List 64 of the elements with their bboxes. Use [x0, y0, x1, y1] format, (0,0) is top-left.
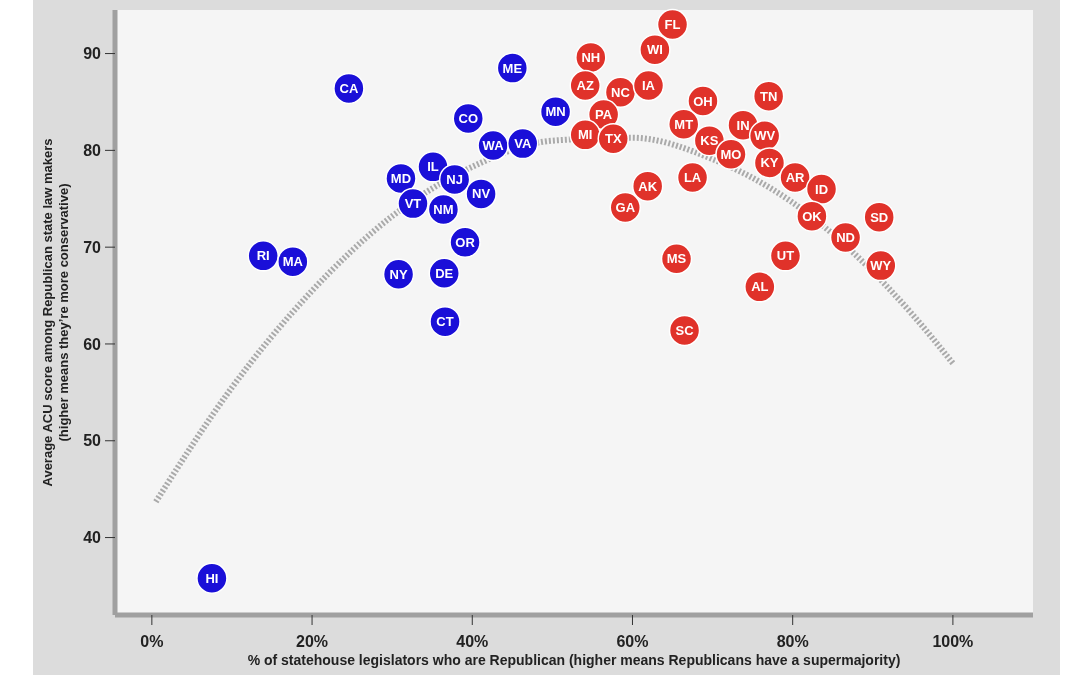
data-label: AR — [785, 170, 806, 186]
data-label: SC — [675, 322, 695, 338]
x-tick-label: 60% — [616, 633, 649, 650]
data-label: LA — [683, 170, 702, 186]
data-label: MT — [674, 116, 694, 132]
data-label: KS — [700, 133, 719, 149]
data-label: VA — [514, 136, 532, 152]
data-label: NY — [389, 266, 408, 282]
data-label: ND — [836, 230, 855, 246]
y-axis-title: Average ACU score among Republican state law makers (higher means they’re more conservative) — [40, 138, 71, 487]
data-label: AK — [638, 178, 658, 194]
data-label: WV — [754, 128, 776, 144]
x-tick-label: 40% — [456, 633, 489, 650]
data-label: HI — [205, 570, 219, 586]
data-label: TX — [604, 131, 622, 147]
y-tick-label: 40 — [83, 529, 102, 547]
data-label: VT — [404, 196, 422, 212]
data-label: CA — [339, 80, 359, 96]
data-label: NM — [433, 201, 454, 217]
y-tick-label: 50 — [83, 432, 102, 450]
data-label: WA — [482, 138, 505, 154]
data-label: MN — [545, 104, 566, 120]
data-label: AL — [751, 279, 769, 295]
data-label: MO — [720, 146, 742, 162]
data-label: CT — [436, 314, 454, 330]
x-tick-label: 80% — [776, 633, 809, 650]
data-label: AZ — [576, 78, 594, 94]
data-label: OH — [693, 93, 713, 109]
data-label: NH — [581, 49, 601, 65]
data-label: FL — [664, 17, 681, 33]
y-tick-label: 60 — [83, 335, 102, 353]
data-label: OR — [455, 234, 476, 250]
data-label: KY — [760, 155, 779, 171]
data-label: OK — [802, 208, 823, 224]
data-label: CO — [458, 110, 479, 126]
data-label: GA — [615, 200, 636, 216]
data-label: MI — [577, 127, 593, 143]
data-label: IL — [427, 159, 439, 175]
data-label: MA — [282, 254, 304, 270]
data-label: RI — [256, 248, 270, 264]
y-tick-label: 80 — [83, 141, 102, 159]
data-label: TN — [759, 88, 778, 104]
data-label: NJ — [446, 171, 463, 187]
data-label: ME — [502, 60, 523, 76]
y-tick-label: 70 — [83, 238, 102, 256]
data-label: DE — [435, 265, 454, 281]
data-label: IN — [736, 117, 750, 133]
data-label: UT — [776, 248, 795, 264]
x-tick-label: 20% — [296, 633, 329, 650]
data-label: IA — [642, 78, 656, 94]
x-tick-label: 0% — [140, 633, 164, 650]
data-label: MS — [666, 251, 687, 267]
data-label: NV — [472, 186, 491, 202]
data-label: ID — [815, 181, 829, 197]
data-label: NC — [611, 84, 631, 100]
point — [632, 69, 665, 102]
data-label: MD — [390, 170, 412, 186]
data-label: WI — [646, 42, 663, 58]
data-label: WY — [870, 258, 892, 274]
y-tick-label: 90 — [83, 45, 102, 63]
data-label: PA — [595, 107, 613, 123]
data-label: SD — [870, 209, 889, 225]
x-tick-label: 100% — [932, 633, 974, 650]
x-axis-title: % of statehouse legislators who are Republican (higher means Republicans have a supermajority) — [247, 652, 901, 668]
